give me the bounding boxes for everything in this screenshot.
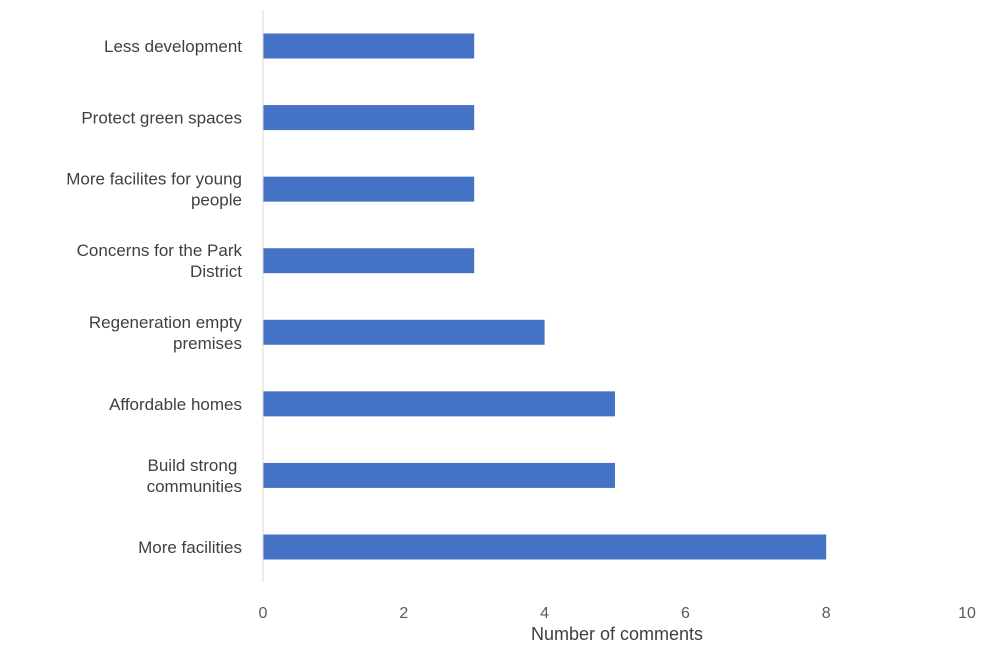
category-label: Protect green spaces — [81, 109, 242, 128]
category-label-line: premises — [173, 334, 242, 353]
category-label: Concerns for the Park District — [77, 241, 243, 281]
x-tick-label: 10 — [958, 605, 976, 622]
category-label-line: Build strong — [148, 456, 243, 475]
x-tick-label: 0 — [259, 605, 268, 622]
category-label-line: people — [191, 191, 242, 210]
x-axis-title: Number of comments — [531, 624, 703, 644]
x-tick-label: 2 — [399, 605, 408, 622]
category-label: Regeneration empty premises — [89, 313, 243, 353]
bar-6 — [263, 462, 615, 488]
category-label-line: More facilities — [138, 538, 242, 557]
category-label: Affordable homes — [109, 395, 242, 414]
bar-5 — [263, 391, 615, 417]
x-tick-label: 6 — [681, 605, 690, 622]
bar-3 — [263, 248, 475, 274]
category-label: More facilities — [138, 538, 242, 557]
bar-7 — [263, 534, 827, 560]
category-label-line: Protect green spaces — [81, 109, 242, 128]
bar-2 — [263, 176, 475, 202]
category-label: More facilites for young people — [66, 170, 242, 210]
category-label-line: Less development — [104, 37, 242, 56]
x-tick-label: 4 — [540, 605, 549, 622]
bar-0 — [263, 33, 475, 59]
category-label: Less development — [104, 37, 242, 56]
x-tick-labels: 0 2 4 6 8 10 — [259, 605, 976, 622]
category-label-line: Affordable homes — [109, 395, 242, 414]
category-label-line: Regeneration empty — [89, 313, 243, 332]
category-labels: Less development Protect green spaces More… — [66, 37, 242, 557]
category-label-line: Concerns for the Park — [77, 241, 243, 260]
category-label: Build strong communities — [147, 456, 242, 496]
x-tick-label: 8 — [822, 605, 831, 622]
category-label-line: More facilites for young — [66, 170, 242, 189]
category-label-line: District — [190, 262, 242, 281]
category-label-line: communities — [147, 477, 242, 496]
bar-4 — [263, 319, 545, 345]
bars-group — [263, 33, 827, 560]
bar-1 — [263, 105, 475, 131]
